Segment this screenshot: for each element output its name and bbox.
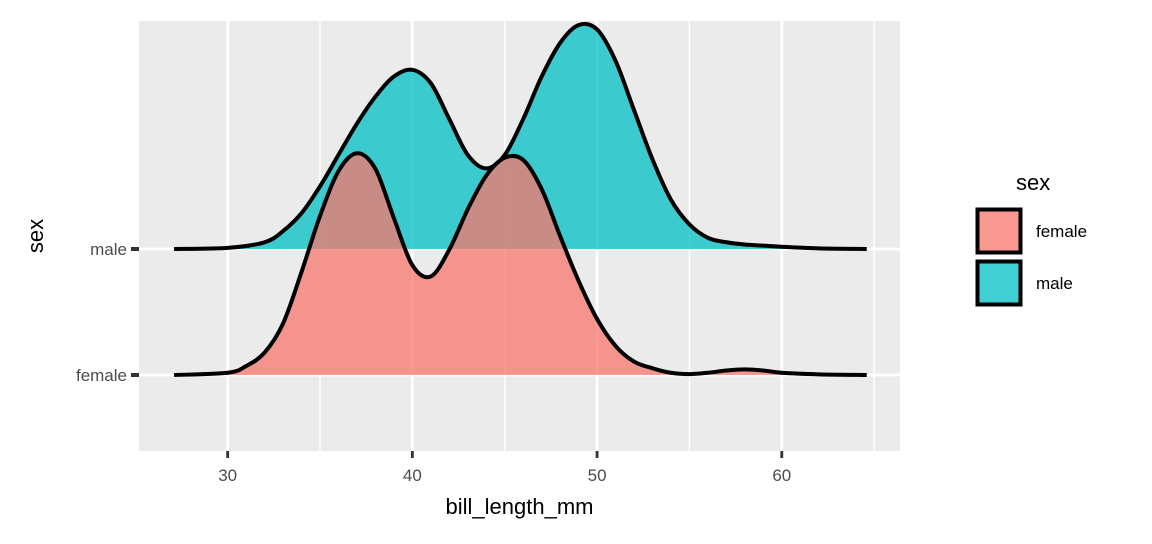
x-tick-label: 30 bbox=[218, 466, 237, 485]
legend-items: female male bbox=[975, 207, 1087, 307]
y-axis: female male bbox=[76, 240, 139, 385]
ridge-line-female bbox=[174, 151, 867, 377]
ridge-line-male bbox=[174, 21, 867, 251]
x-tick-label: 60 bbox=[772, 466, 791, 485]
density-ridges bbox=[174, 21, 867, 377]
ridge-fill-female bbox=[174, 153, 867, 375]
x-tick-label: 50 bbox=[588, 466, 607, 485]
legend-key-male bbox=[975, 259, 1023, 307]
legend: sex female male bbox=[975, 170, 1087, 307]
legend-label-female: female bbox=[1036, 222, 1087, 241]
y-axis-title: sex bbox=[23, 219, 48, 253]
x-tick-label: 40 bbox=[403, 466, 422, 485]
y-tick-label: male bbox=[90, 240, 127, 259]
y-tick-label: female bbox=[76, 366, 127, 385]
legend-key-female bbox=[975, 207, 1023, 255]
legend-label-male: male bbox=[1036, 274, 1073, 293]
x-axis-title: bill_length_mm bbox=[446, 494, 594, 519]
x-axis: 30 40 50 60 bbox=[218, 451, 791, 485]
legend-title: sex bbox=[1016, 170, 1050, 195]
